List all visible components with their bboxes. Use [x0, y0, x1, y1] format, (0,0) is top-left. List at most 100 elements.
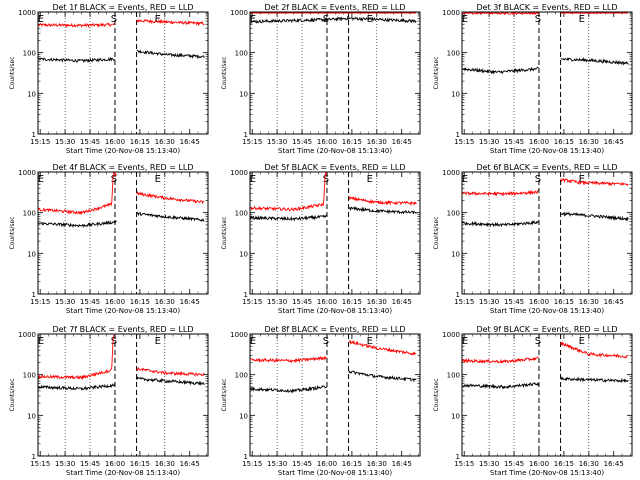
- x-tick-label: 15:30: [55, 460, 75, 468]
- end-marker-label: E: [367, 14, 373, 25]
- x-tick-label: 16:45: [604, 298, 624, 306]
- y-tick-label: 10: [27, 412, 36, 420]
- events-series-line: [250, 205, 417, 222]
- y-tick-label: 1000: [230, 9, 248, 17]
- y-tick-label: 1000: [442, 331, 460, 339]
- x-tick-label: 15:30: [267, 138, 287, 146]
- x-tick-label: 16:30: [579, 460, 599, 468]
- y-tick-label: 10: [451, 412, 460, 420]
- x-tick-label: 16:00: [529, 138, 549, 146]
- x-tick-label: 16:30: [155, 460, 175, 468]
- y-tick-label: 10: [451, 90, 460, 98]
- y-axis-label: Counts/sec: [9, 378, 16, 411]
- y-tick-label: 10: [27, 250, 36, 258]
- start-marker-label: S: [535, 14, 541, 25]
- chart-title: Det 5f BLACK = Events, RED = LLD: [264, 163, 405, 172]
- start-marker-label: S: [535, 336, 541, 347]
- y-tick-label: 1: [456, 453, 460, 461]
- y-tick-label: 1: [456, 131, 460, 139]
- plot-frame: [461, 333, 633, 457]
- end-marker-label: E: [155, 14, 161, 25]
- chart-panel-4: Det 4f BLACK = Events, RED = LLD 1 10 100 10…: [9, 163, 209, 315]
- plot-frame: [37, 11, 209, 135]
- y-axis-label: Counts/sec: [221, 378, 228, 411]
- x-tick-label: 15:15: [454, 460, 474, 468]
- y-tick-label: 1000: [18, 9, 36, 17]
- events-series-line: [462, 211, 629, 228]
- y-tick-label: 100: [235, 372, 248, 380]
- x-axis-label: Start Time (20-Nov-08 15:13:40): [66, 469, 180, 477]
- events-series-line: [38, 376, 205, 391]
- x-tick-label: 16:15: [342, 298, 362, 306]
- y-tick-label: 100: [23, 210, 36, 218]
- x-tick-label: 15:15: [454, 138, 474, 146]
- x-tick-label: 15:30: [479, 298, 499, 306]
- x-tick-label: 16:15: [342, 138, 362, 146]
- x-tick-label: 16:45: [392, 298, 412, 306]
- x-axis-label: Start Time (20-Nov-08 15:13:40): [490, 469, 604, 477]
- x-tick-label: 16:45: [392, 460, 412, 468]
- events-series-line: [250, 370, 417, 394]
- y-tick-label: 1: [32, 453, 36, 461]
- y-tick-label: 1: [32, 131, 36, 139]
- start-marker-label: S: [535, 174, 541, 185]
- chart-title: Det 8f BLACK = Events, RED = LLD: [264, 325, 405, 334]
- lld-series-line: [38, 18, 205, 29]
- x-tick-label: 16:45: [180, 138, 200, 146]
- chart-title: Det 6f BLACK = Events, RED = LLD: [476, 163, 617, 172]
- y-tick-label: 100: [447, 50, 460, 58]
- chart-title: Det 4f BLACK = Events, RED = LLD: [52, 163, 193, 172]
- chart-title: Det 3f BLACK = Events, RED = LLD: [476, 3, 617, 12]
- end-marker-label: E: [579, 14, 585, 25]
- y-tick-label: 1: [32, 291, 36, 299]
- y-axis-label: Counts/sec: [433, 378, 440, 411]
- x-axis-label: Start Time (20-Nov-08 15:13:40): [278, 469, 392, 477]
- x-tick-label: 15:15: [30, 138, 50, 146]
- x-tick-label: 16:00: [317, 138, 337, 146]
- y-tick-label: 100: [23, 50, 36, 58]
- y-axis-label: Counts/sec: [9, 216, 16, 249]
- end-marker-label: E: [462, 14, 468, 25]
- start-marker-label: S: [323, 336, 329, 347]
- lld-series-line: [38, 334, 205, 381]
- chart-title: Det 2f BLACK = Events, RED = LLD: [264, 3, 405, 12]
- lld-series-line: [462, 341, 629, 364]
- x-tick-label: 15:45: [504, 298, 524, 306]
- events-series-line: [38, 49, 205, 64]
- x-tick-label: 16:15: [130, 460, 150, 468]
- y-tick-label: 10: [239, 250, 248, 258]
- chart-panel-8: Det 8f BLACK = Events, RED = LLD 1 10 100 10…: [221, 325, 421, 477]
- end-marker-label: E: [462, 336, 468, 347]
- y-tick-label: 10: [451, 250, 460, 258]
- end-marker-label: E: [250, 336, 256, 347]
- end-marker-label: E: [367, 336, 373, 347]
- start-marker-label: S: [111, 336, 117, 347]
- y-axis-label: Counts/sec: [433, 216, 440, 249]
- x-tick-label: 15:45: [292, 460, 312, 468]
- x-tick-label: 16:15: [130, 138, 150, 146]
- chart-panel-2: Det 2f BLACK = Events, RED = LLD 1 10 100 10…: [221, 3, 421, 155]
- x-axis-label: Start Time (20-Nov-08 15:13:40): [66, 147, 180, 155]
- x-tick-label: 16:15: [130, 298, 150, 306]
- events-series-line: [462, 57, 629, 76]
- y-tick-label: 1000: [18, 169, 36, 177]
- x-tick-label: 16:15: [554, 460, 574, 468]
- y-tick-label: 10: [27, 90, 36, 98]
- lld-series-line: [38, 172, 205, 216]
- x-tick-label: 16:30: [579, 298, 599, 306]
- x-tick-label: 15:15: [242, 138, 262, 146]
- x-tick-label: 15:45: [80, 138, 100, 146]
- x-tick-label: 15:30: [55, 138, 75, 146]
- x-tick-label: 16:45: [392, 138, 412, 146]
- start-marker-label: S: [323, 174, 329, 185]
- chart-panel-5: Det 5f BLACK = Events, RED = LLD 1 10 100 10…: [221, 163, 421, 315]
- x-tick-label: 16:30: [155, 138, 175, 146]
- x-tick-label: 16:15: [554, 298, 574, 306]
- x-tick-label: 16:30: [579, 138, 599, 146]
- end-marker-label: E: [38, 174, 44, 185]
- x-tick-label: 15:30: [479, 460, 499, 468]
- x-tick-label: 16:45: [604, 138, 624, 146]
- plot-frame: [249, 171, 421, 295]
- x-tick-label: 15:15: [454, 298, 474, 306]
